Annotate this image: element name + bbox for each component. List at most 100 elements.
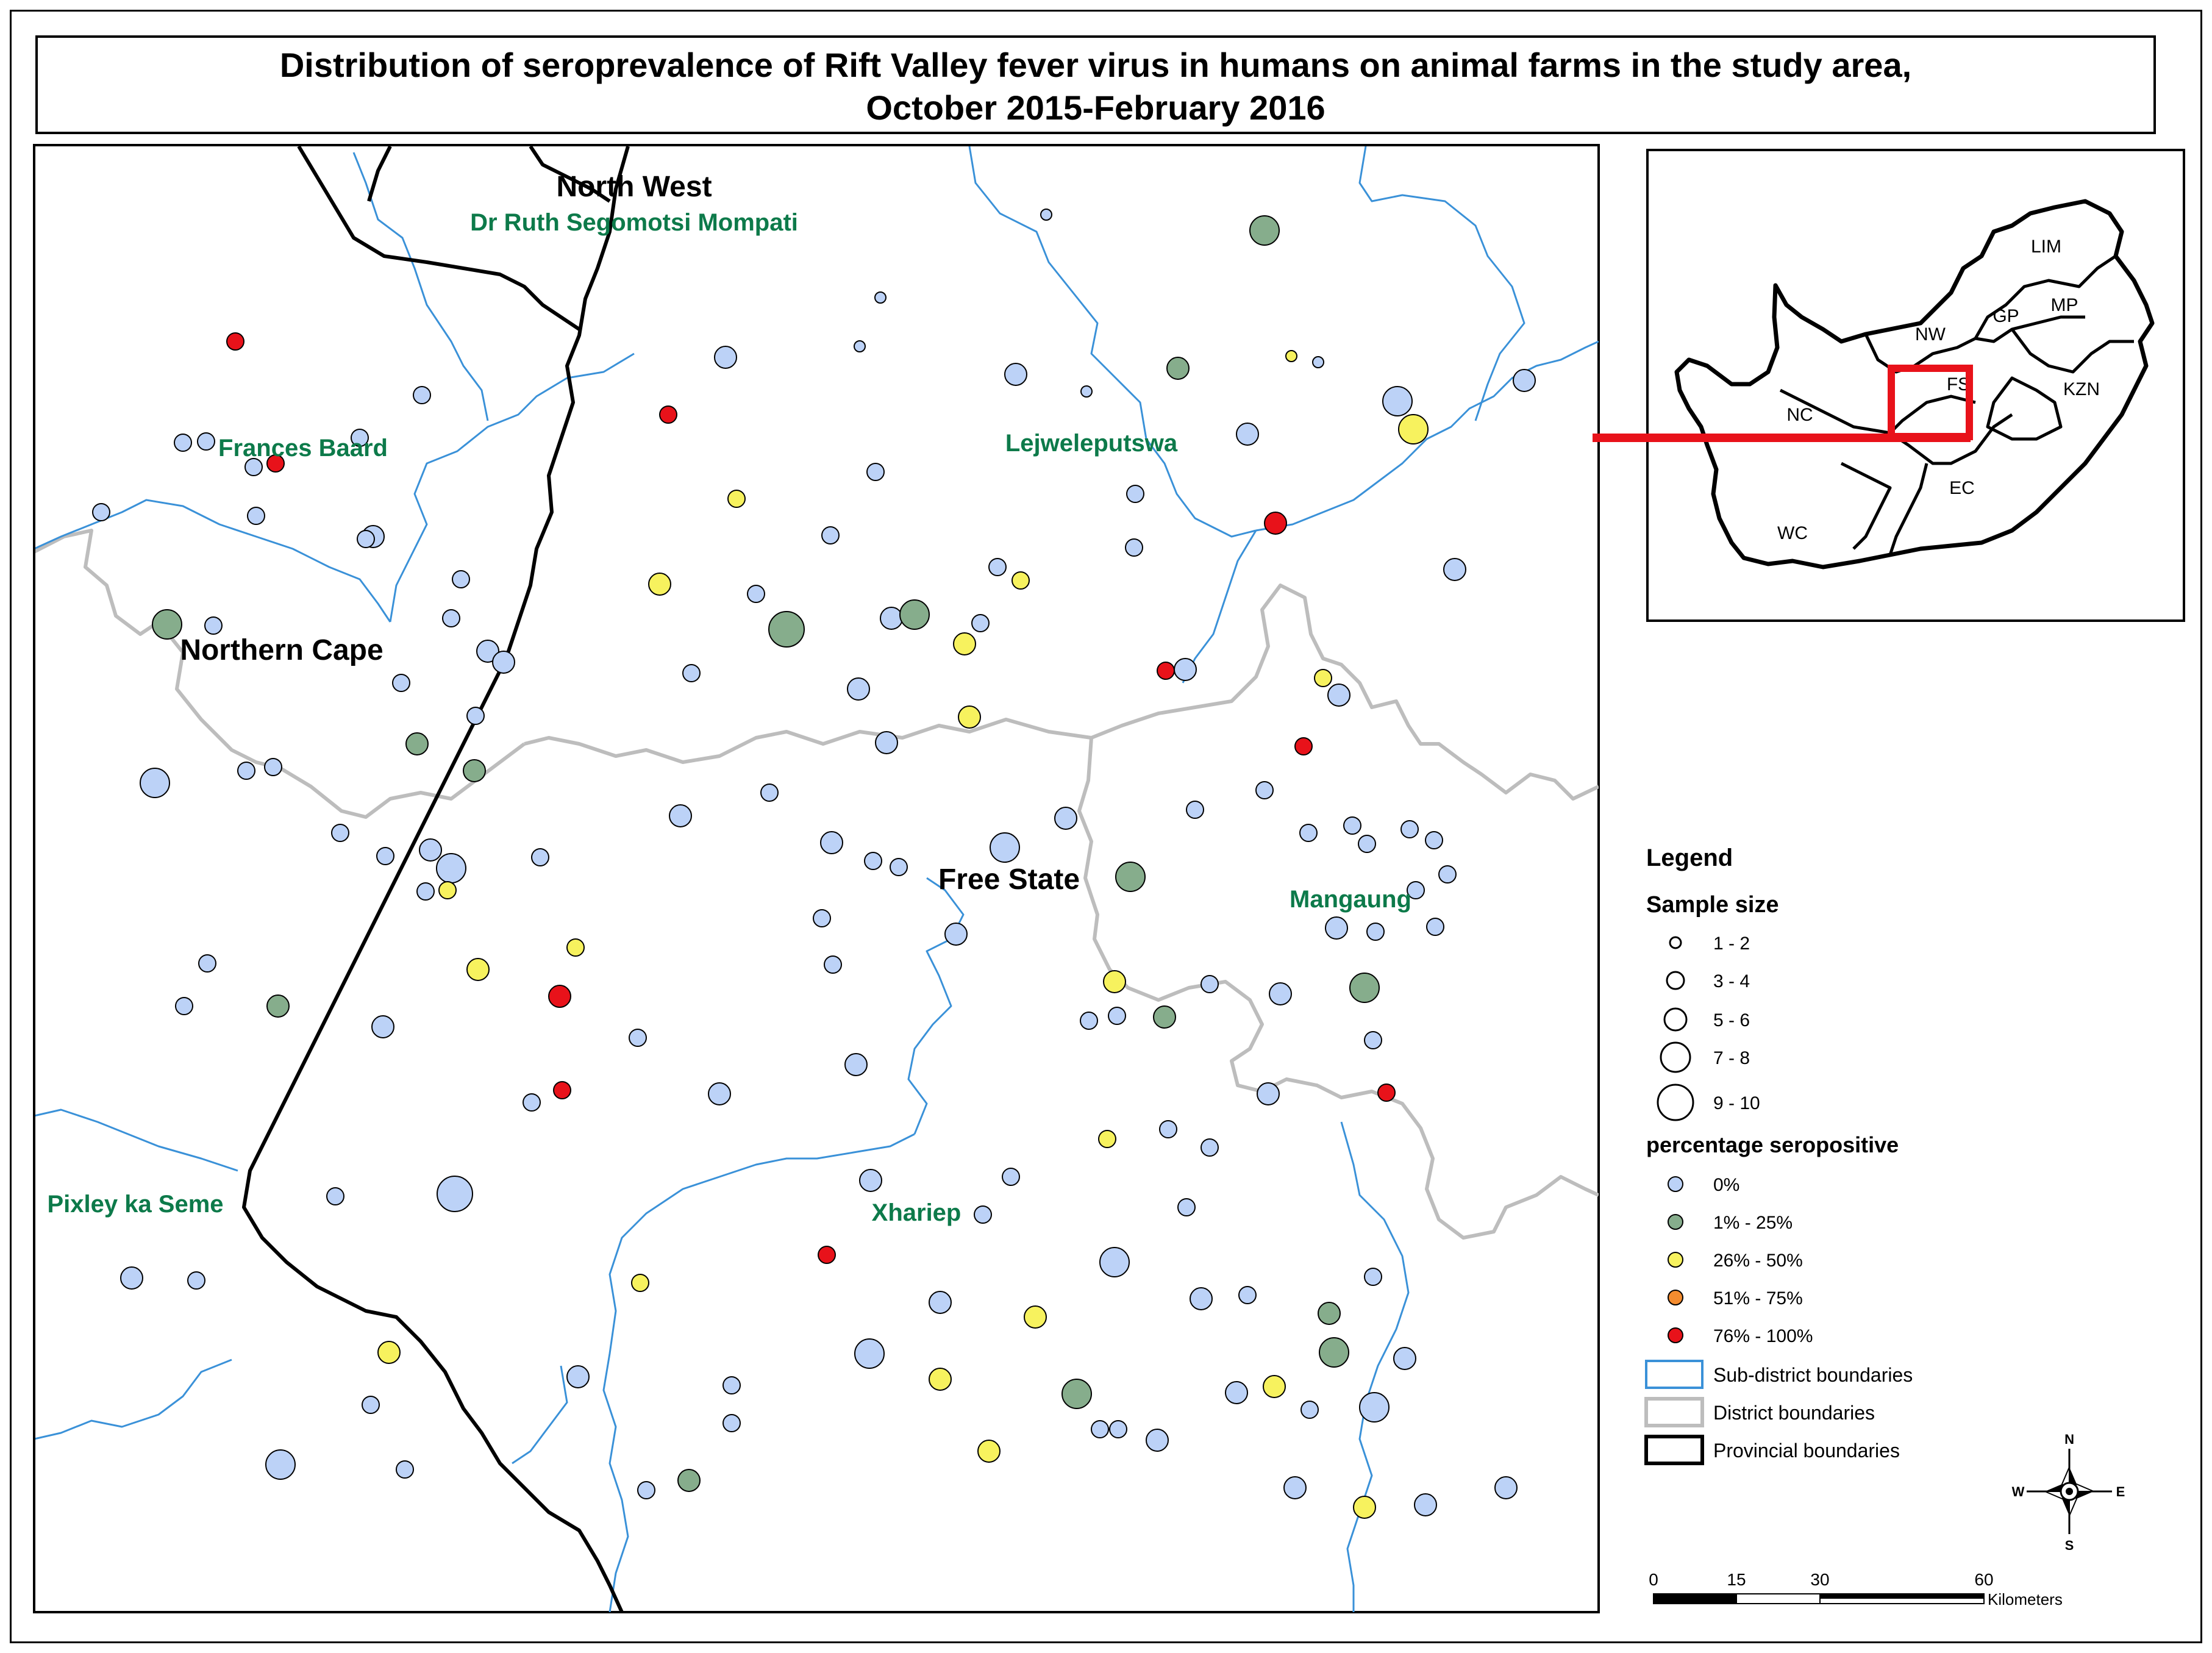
sample-point [1400,820,1419,838]
sample-point [708,1082,731,1105]
sample-point [265,1449,296,1480]
sample-point [92,503,110,521]
inset-map: LIM GP MP NW FS KZN NC EC WC [1646,149,2185,622]
sample-point [1002,1168,1020,1186]
sample-point [1349,973,1380,1003]
sample-point [1513,369,1536,392]
legend-district-swatch [1644,1397,1704,1427]
sample-point [1080,385,1093,398]
sample-point [1325,916,1348,940]
sample-point [1398,414,1429,444]
sample-point [1061,1379,1092,1409]
sample-point [929,1368,952,1391]
provincial-boundaries [242,146,630,1612]
north-arrow-icon: N S E W [2012,1432,2125,1553]
map-title-line-1: Distribution of seroprevalence of Rift V… [279,46,1912,84]
sample-point [1414,1493,1437,1516]
sample-point [492,651,515,674]
inset-south-africa-outline [1674,199,2155,569]
sample-point [1098,1130,1116,1148]
sample-point [1080,1012,1098,1030]
sample-point [747,585,765,603]
sample-point [264,758,282,776]
sample-point [187,1271,205,1290]
sample-point [1238,1286,1257,1304]
sample-point [648,573,671,596]
sample-point [376,847,394,865]
sample-point [722,1414,741,1432]
legend-subdistrict-swatch [1645,1360,1704,1389]
legend-title: Legend [1646,844,1733,871]
sample-point [1359,1392,1390,1423]
sample-point [1299,824,1318,842]
sample-point [523,1093,541,1112]
sample-point [1438,865,1457,884]
label-mangaung: Mangaung [1290,886,1411,913]
sample-point [1115,862,1146,892]
sample-point [266,454,285,473]
label-frances-baard: Frances Baard [218,435,388,462]
legend-size-symbol [1660,1041,1691,1073]
label-northern-cape: Northern Cape [180,634,383,666]
sample-point [1126,485,1144,503]
sample-point [880,607,903,630]
label-dr-ruth-segomotsi-mompati: Dr Ruth Segomotsi Mompati [470,209,798,236]
sample-point [226,332,244,351]
legend-sample-sizes: 1 - 2 3 - 4 5 - 6 7 - 8 9 - 10 [1657,934,1760,1121]
sample-point [629,1029,647,1047]
sample-point [944,923,968,946]
sample-point [1382,386,1413,416]
legend-sample-size-title: Sample size [1646,892,1779,918]
sample-point [466,958,490,981]
sample-point [405,732,429,755]
sample-point [1366,923,1385,941]
sample-point [436,853,466,884]
sample-point [438,881,457,899]
legend-district-label: District boundaries [1713,1402,1875,1424]
sample-point [174,434,192,452]
sample-point [844,1053,868,1076]
sample-point [152,609,182,640]
legend-size-symbol [1666,971,1685,990]
legend-size-symbol [1663,1007,1688,1032]
sample-point [722,1376,741,1394]
legend-provincial-swatch [1644,1435,1704,1465]
sample-point [204,616,223,635]
sample-point [357,530,375,548]
sample-point [548,985,571,1008]
sample-point [1125,538,1143,557]
legend-size-label: 9 - 10 [1713,1093,1760,1113]
sample-point [362,1396,380,1414]
sample-point [531,848,549,866]
sample-point [847,677,870,701]
sample-point [637,1481,655,1499]
sample-point [1494,1476,1518,1499]
sample-point [416,882,435,901]
map-frame [10,10,2202,1643]
sample-point [768,611,805,648]
legend-percent-label: 76% - 100% [1713,1326,1813,1346]
scale-unit: Kilometers [1988,1590,2063,1608]
sample-point [1190,1287,1213,1310]
title-box: Distribution of seroprevalence of Rift V… [35,35,2156,134]
sample-point [714,346,737,369]
sample-point [266,994,290,1018]
district-boundaries [35,529,1599,1240]
sample-point [1377,1084,1396,1102]
legend-percent-symbol [1668,1252,1683,1268]
sample-point [197,432,215,451]
sample-point [958,705,981,729]
sample-point [875,731,898,754]
sample-point [331,824,349,842]
sample-point [866,463,885,481]
sample-point [553,1081,571,1099]
sample-point [463,759,486,782]
sample-point [175,997,193,1015]
sample-point [864,852,882,870]
sample-point [1099,1247,1130,1277]
east-label: E [2116,1484,2125,1499]
inset-label-nw: NW [1915,324,1946,345]
legend-boundaries: Sub-district boundaries District boundar… [1644,1360,1913,1465]
legend-percent-classes: 0% 1% - 25% 26% - 50% 51% - 75% 76% - 100% [1668,1175,1813,1346]
sample-point [818,1246,836,1264]
